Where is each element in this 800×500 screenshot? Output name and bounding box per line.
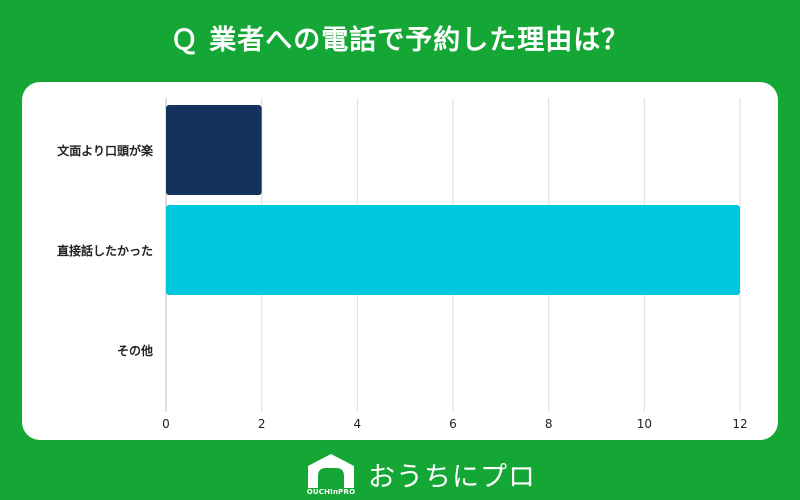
- category-label: 直接話したかった: [57, 243, 153, 258]
- logo-text: おうちにプロ: [368, 461, 536, 493]
- bar: [166, 105, 262, 195]
- x-tick-label: 6: [449, 417, 457, 431]
- logo-small-text: OUCHInPRO: [306, 488, 356, 496]
- category-label: 文面より口頭が楽: [57, 143, 154, 158]
- bar: [166, 205, 740, 295]
- x-tick-label: 2: [258, 417, 266, 431]
- x-tick-label: 0: [162, 417, 170, 431]
- x-tick-label: 4: [354, 417, 362, 431]
- x-tick-label: 8: [545, 417, 553, 431]
- chart-title: Ｑ 業者への電話で予約した理由は？: [170, 25, 630, 56]
- x-tick-label: 10: [637, 417, 652, 431]
- brand-logo: OUCHInPRO おうちにプロ: [304, 452, 536, 496]
- category-label: その他: [117, 343, 153, 358]
- x-tick-label: 12: [732, 417, 747, 431]
- house-logo-icon: OUCHInPRO: [304, 452, 358, 496]
